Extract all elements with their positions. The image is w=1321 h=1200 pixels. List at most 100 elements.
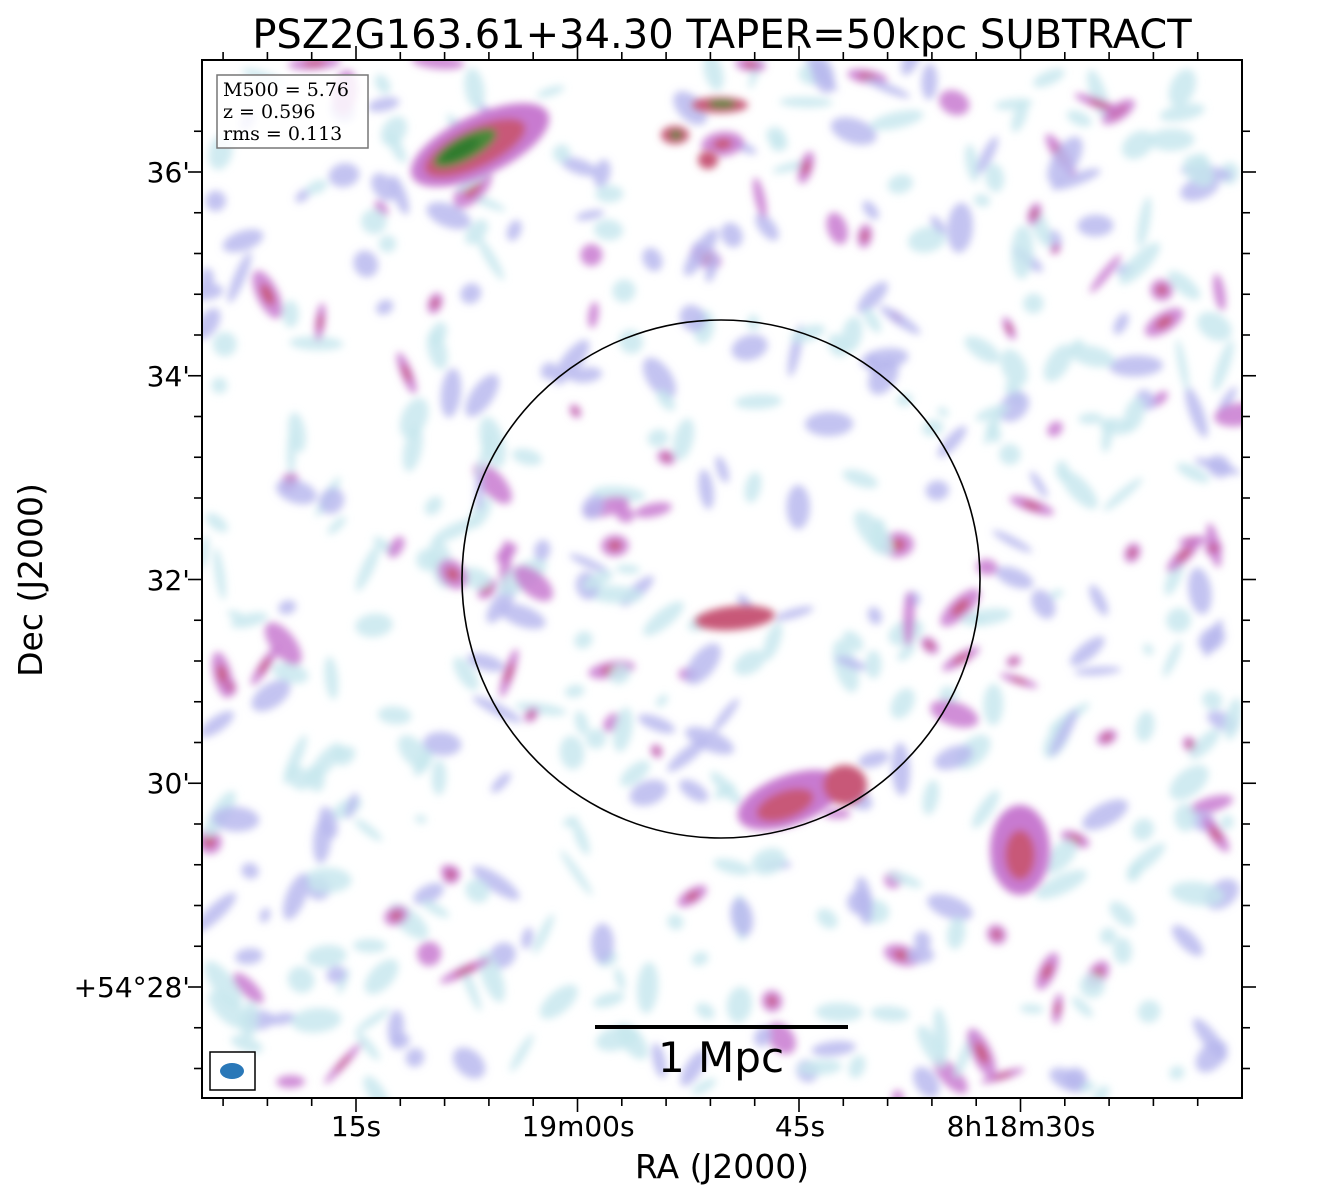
noise-blob xyxy=(1197,311,1232,341)
noise-blob xyxy=(353,250,379,278)
noise-blob xyxy=(643,601,684,636)
noise-blob xyxy=(378,235,397,253)
noise-blob xyxy=(289,336,344,351)
noise-blob xyxy=(1168,68,1197,107)
noise-blob xyxy=(734,394,783,410)
noise-blob xyxy=(413,882,444,905)
noise-blob xyxy=(569,553,609,573)
noise-blob xyxy=(286,429,296,475)
noise-blob xyxy=(842,469,879,489)
noise-blob xyxy=(983,683,1004,726)
noise-blob xyxy=(291,1007,342,1033)
noise-blob xyxy=(387,1010,405,1046)
noise-blob xyxy=(278,600,297,615)
noise-blob xyxy=(975,404,1010,422)
noise-blob xyxy=(287,966,315,993)
noise-blob xyxy=(887,871,923,888)
noise-blob xyxy=(976,558,998,576)
noise-blob xyxy=(202,268,215,288)
noise-blob xyxy=(377,706,412,725)
noise-blob xyxy=(753,1026,772,1047)
noise-blob xyxy=(1079,973,1105,999)
noise-blob xyxy=(847,889,873,915)
noise-blob xyxy=(421,900,450,918)
noise-blob xyxy=(927,894,973,921)
noise-blob xyxy=(361,209,387,235)
noise-blob xyxy=(766,1022,797,1055)
noise-blob xyxy=(496,543,517,563)
noise-blob xyxy=(713,783,736,800)
noise-blob xyxy=(283,734,307,785)
noise-blob xyxy=(318,806,338,839)
noise-blob xyxy=(612,707,633,753)
noise-blob xyxy=(1143,643,1154,656)
noise-blob-core xyxy=(402,363,412,383)
noise-blob xyxy=(921,63,938,100)
noise-blob-core xyxy=(527,711,535,719)
noise-blob xyxy=(376,299,394,315)
noise-blob xyxy=(202,892,237,933)
noise-blob xyxy=(691,1078,717,1095)
noise-blob-core xyxy=(1102,733,1112,741)
noise-blob xyxy=(1214,402,1242,427)
noise-blob xyxy=(1050,168,1101,190)
noise-blob xyxy=(913,930,931,951)
noise-blob xyxy=(466,653,505,672)
noise-blob xyxy=(371,173,397,202)
noise-blob xyxy=(476,236,505,281)
noise-blob xyxy=(1077,214,1114,237)
noise-blob xyxy=(509,1034,534,1072)
noise-blob xyxy=(971,790,1000,829)
noise-blob xyxy=(355,613,393,638)
noise-blob xyxy=(906,946,935,964)
noise-blob xyxy=(922,779,940,815)
noise-blob xyxy=(815,1002,863,1022)
noise-blob xyxy=(582,570,614,590)
noise-blob-core xyxy=(1088,99,1112,110)
noise-blob xyxy=(811,1040,856,1057)
noise-blob xyxy=(744,471,762,503)
noise-blob-core xyxy=(992,929,1002,940)
noise-blob xyxy=(864,77,911,99)
noise-blob xyxy=(779,96,833,108)
noise-blob xyxy=(539,984,578,1019)
ytick-label: +54°28' xyxy=(74,971,190,1004)
noise-blob xyxy=(1220,814,1234,830)
noise-blob-core xyxy=(662,453,671,461)
noise-blob xyxy=(559,735,585,770)
noise-blob-core xyxy=(1042,962,1053,980)
noise-blob xyxy=(1167,270,1201,300)
noise-blob xyxy=(453,657,479,691)
noise-blob xyxy=(580,243,603,267)
noise-blob-core xyxy=(685,891,699,902)
noise-blob xyxy=(938,89,970,116)
noise-blob xyxy=(397,735,431,770)
noise-blob-core xyxy=(1055,1001,1060,1016)
noise-blob xyxy=(667,737,709,772)
noise-blob xyxy=(268,1012,296,1026)
noise-blob xyxy=(857,281,888,314)
noise-blob xyxy=(1212,340,1234,392)
noise-blob xyxy=(930,700,979,728)
noise-blob xyxy=(1019,1004,1044,1014)
noise-blob xyxy=(536,85,565,98)
noise-blob xyxy=(673,91,708,126)
noise-blob xyxy=(521,927,534,950)
noise-blob xyxy=(581,494,605,520)
noise-blob xyxy=(513,565,554,602)
noise-blob xyxy=(232,972,264,1004)
noise-blob xyxy=(870,518,887,554)
noise-blob xyxy=(691,951,709,966)
noise-blob xyxy=(870,1006,910,1022)
noise-blob-core xyxy=(1155,315,1173,329)
noise-blob xyxy=(733,649,766,676)
noise-blob xyxy=(276,1075,305,1089)
radio-image: 1 Mpc xyxy=(202,60,1242,1098)
noise-blob xyxy=(259,907,271,923)
noise-blob xyxy=(1194,457,1241,475)
noise-blob xyxy=(1170,881,1224,906)
noise-blob xyxy=(656,389,676,411)
noise-blob xyxy=(762,622,783,661)
noise-blob xyxy=(816,908,838,929)
r500-circle xyxy=(461,319,981,839)
